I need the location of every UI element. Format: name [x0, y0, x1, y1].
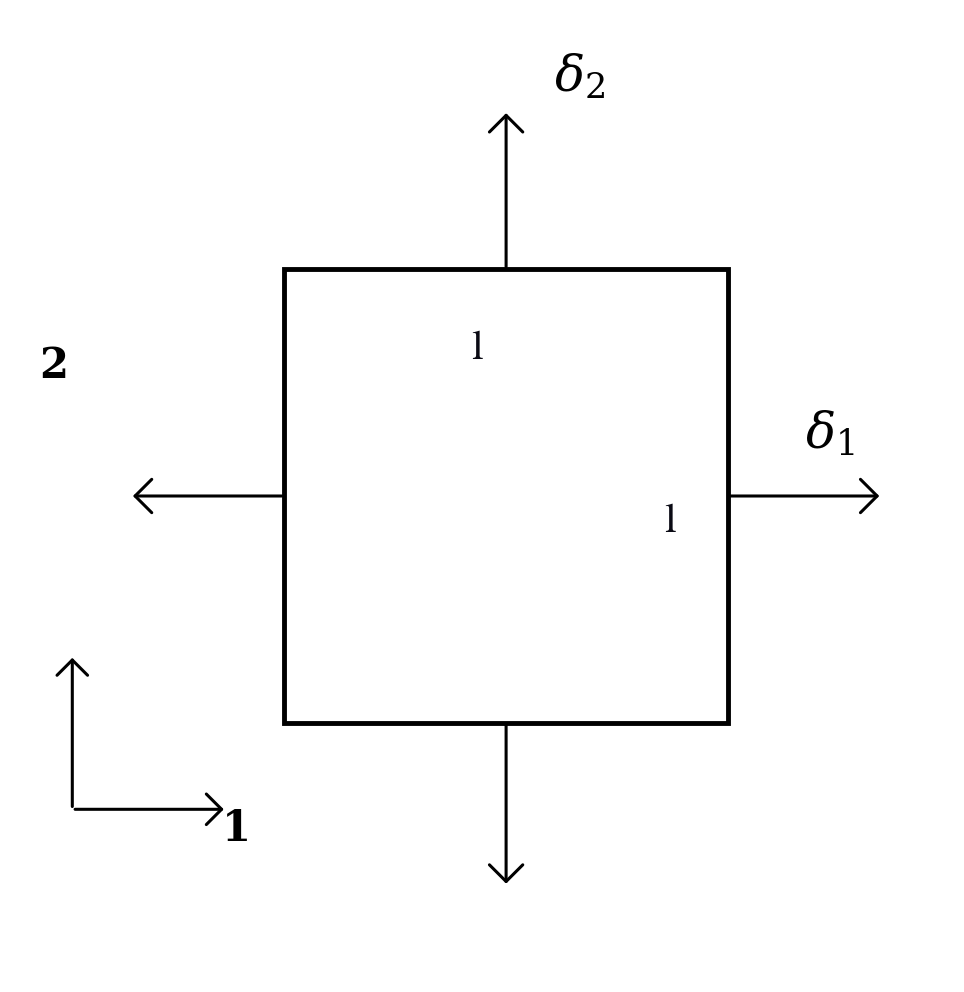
- Text: $\delta_2$: $\delta_2$: [554, 52, 605, 101]
- Text: $\mathcal{l}$: $\mathcal{l}$: [470, 325, 484, 368]
- Text: $\mathcal{l}$: $\mathcal{l}$: [663, 499, 677, 541]
- Text: $\delta_1$: $\delta_1$: [805, 409, 854, 458]
- Text: 1: 1: [222, 807, 251, 849]
- Text: 2: 2: [40, 345, 68, 387]
